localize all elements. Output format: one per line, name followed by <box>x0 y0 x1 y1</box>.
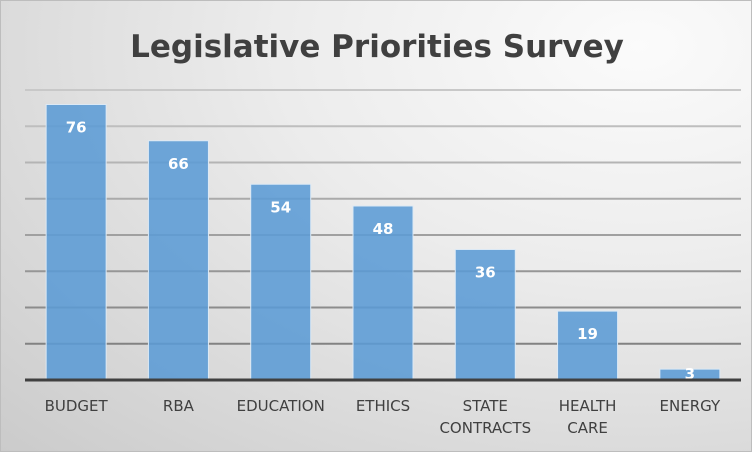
category-label: CONTRACTS <box>439 419 531 437</box>
category-label: CARE <box>567 419 608 437</box>
bar <box>454 249 516 381</box>
category-label: HEALTH <box>559 397 617 415</box>
category-label: STATE <box>463 397 508 415</box>
category-label: ENERGY <box>660 397 721 415</box>
category-label: ETHICS <box>356 397 410 415</box>
bar <box>250 183 312 381</box>
category-label: BUDGET <box>45 397 109 415</box>
data-label: 54 <box>270 198 291 216</box>
bar <box>352 205 414 381</box>
category-label: EDUCATION <box>237 397 325 415</box>
data-label: 76 <box>66 119 87 137</box>
data-label: 19 <box>577 325 598 343</box>
bar <box>147 140 209 381</box>
bars: 76 66 54 48 36 19 3 <box>45 104 721 383</box>
data-label: 66 <box>168 155 189 173</box>
data-label: 36 <box>475 264 496 282</box>
bar <box>45 104 107 381</box>
chart-title: Legislative Priorities Survey <box>130 29 624 65</box>
category-label: RBA <box>163 397 195 415</box>
bar <box>557 310 619 381</box>
category-labels: BUDGET RBA EDUCATION ETHICS STATE CONTRACTS HE… <box>45 397 721 437</box>
data-label: 48 <box>373 220 394 238</box>
data-label: 3 <box>685 365 695 383</box>
